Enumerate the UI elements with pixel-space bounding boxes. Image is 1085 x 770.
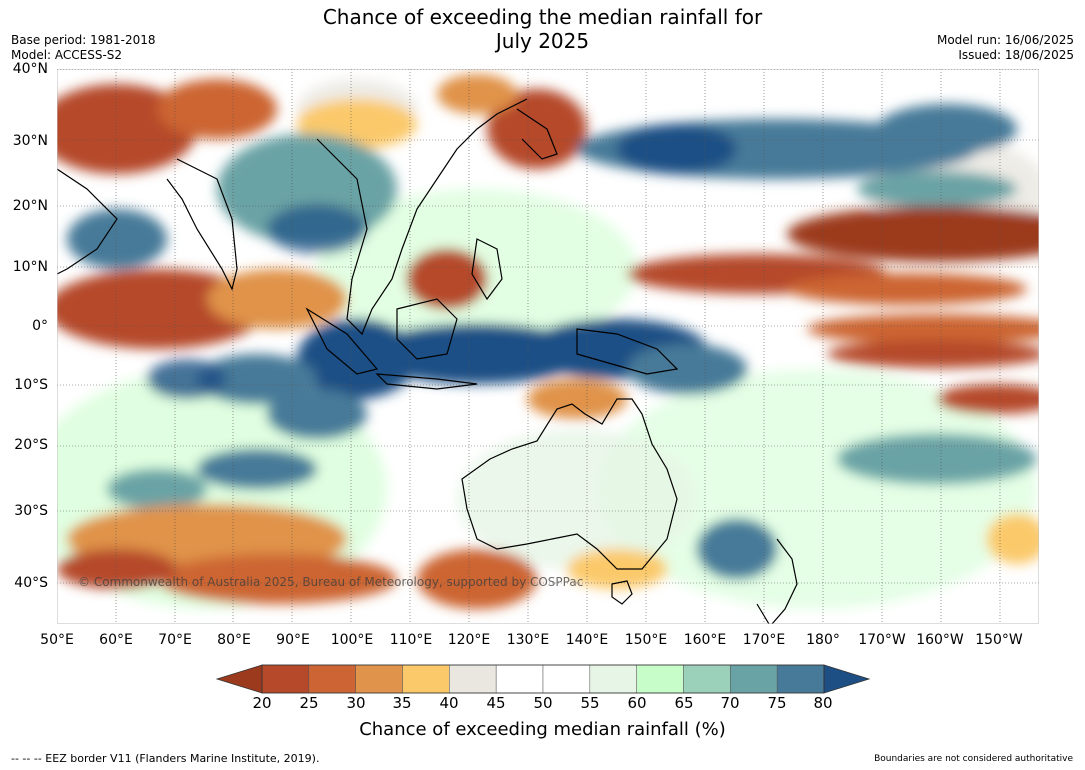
colorbar-tick-80: 80 [813,694,833,712]
lon-label-140e: 140°E [565,632,609,648]
colorbar [215,664,871,694]
rainfall-map [57,69,1039,624]
sumatra-coast [305,307,379,375]
model-run: Model run: 16/06/2025 [936,33,1074,47]
lon-label-80e: 80°E [217,632,251,648]
title-line-1: Chance of exceeding the median rainfall … [322,5,763,29]
lon-label-90e: 90°E [276,632,310,648]
colorbar-tick-60: 60 [627,694,647,712]
colorbar-tick-35: 35 [392,694,412,712]
lon-label-160w: 160°W [916,632,964,648]
lon-label-170w: 170°W [858,632,906,648]
colorbar-segment [776,664,825,694]
philippines-coast [471,238,503,301]
lon-label-150e: 150°E [624,632,668,648]
colorbar-segment [308,664,356,694]
colorbar-segment [402,664,450,694]
colorbar-segment [449,664,497,694]
lat-label-10n: 10°N [12,259,48,275]
meta-right: Model run: 16/06/2025 Issued: 18/06/2025 [937,33,1074,63]
colorbar-segment [495,664,544,694]
lon-label-170e: 170°E [742,632,786,648]
lon-label-130e: 130°E [506,632,550,648]
rainfall-field [57,74,1039,609]
map-frame [57,69,1039,624]
colorbar-lower-extend [215,664,263,694]
arabia-coast [57,168,118,275]
new-guinea-coast [576,328,679,375]
lat-label-10s: 10°S [14,377,48,393]
colorbar-segment [355,664,403,694]
lat-label-20n: 20°N [12,198,48,214]
lat-label-30s: 30°S [14,503,48,519]
lat-label-40n: 40°N [12,61,48,77]
map-title: Chance of exceeding the median rainfall … [0,5,1085,53]
new-zealand-coast [756,538,798,624]
copyright-notice: © Commonwealth of Australia 2025, Bureau… [78,575,584,589]
lon-label-70e: 70°E [158,632,192,648]
lat-label-20s: 20°S [14,437,48,453]
coastlines [57,98,798,624]
colorbar-label: Chance of exceeding median rainfall (%) [359,719,726,740]
lon-label-180: 180° [806,632,840,648]
lat-label-0: 0° [32,318,48,334]
meta-left: Base period: 1981-2018 Model: ACCESS-S2 [11,33,156,63]
model-name: Model: ACCESS-S2 [11,48,123,62]
tasmania-coast [611,580,633,605]
colorbar-tick-20: 20 [252,694,272,712]
colorbar-tick-25: 25 [299,694,319,712]
colorbar-segment [261,664,310,694]
lat-label-40s: 40°S [14,575,48,591]
graticule [57,69,1039,624]
lon-label-110e: 110°E [389,632,433,648]
colorbar-tick-45: 45 [486,694,506,712]
colorbar-segment [589,664,637,694]
colorbar-segment [730,664,778,694]
colorbar-tick-30: 30 [346,694,366,712]
japan-coast [516,108,558,160]
colorbar-tick-50: 50 [533,694,553,712]
colorbar-segment [683,664,731,694]
lat-label-30n: 30°N [12,133,48,149]
colorbar-segments [261,664,825,694]
colorbar-tick-70: 70 [720,694,740,712]
issued-date: Issued: 18/06/2025 [958,48,1074,62]
australia-coast [461,398,678,570]
borneo-coast [396,298,458,360]
colorbar-segment [542,664,591,694]
lon-label-160e: 160°E [683,632,727,648]
lon-label-120e: 120°E [447,632,491,648]
colorbar-frame [261,664,825,694]
colorbar-upper-extend [823,664,871,694]
eez-border-note: -- -- -- EEZ border V11 (Flanders Marine… [11,752,320,765]
boundaries-disclaimer: Boundaries are not considered authoritat… [874,754,1073,764]
colorbar-segment [636,664,684,694]
colorbar-tick-55: 55 [580,694,600,712]
base-period: Base period: 1981-2018 [11,33,156,47]
colorbar-tick-75: 75 [767,694,787,712]
colorbar-tick-40: 40 [439,694,459,712]
title-line-2: July 2025 [495,29,590,53]
lon-label-150w: 150°W [975,632,1023,648]
india-coast [166,158,238,291]
lon-label-50e: 50°E [40,632,74,648]
java-coast [375,373,478,390]
lon-label-100e: 100°E [330,632,374,648]
southeast-asia-coast [316,98,528,336]
lon-label-60e: 60°E [99,632,133,648]
colorbar-tick-65: 65 [674,694,694,712]
